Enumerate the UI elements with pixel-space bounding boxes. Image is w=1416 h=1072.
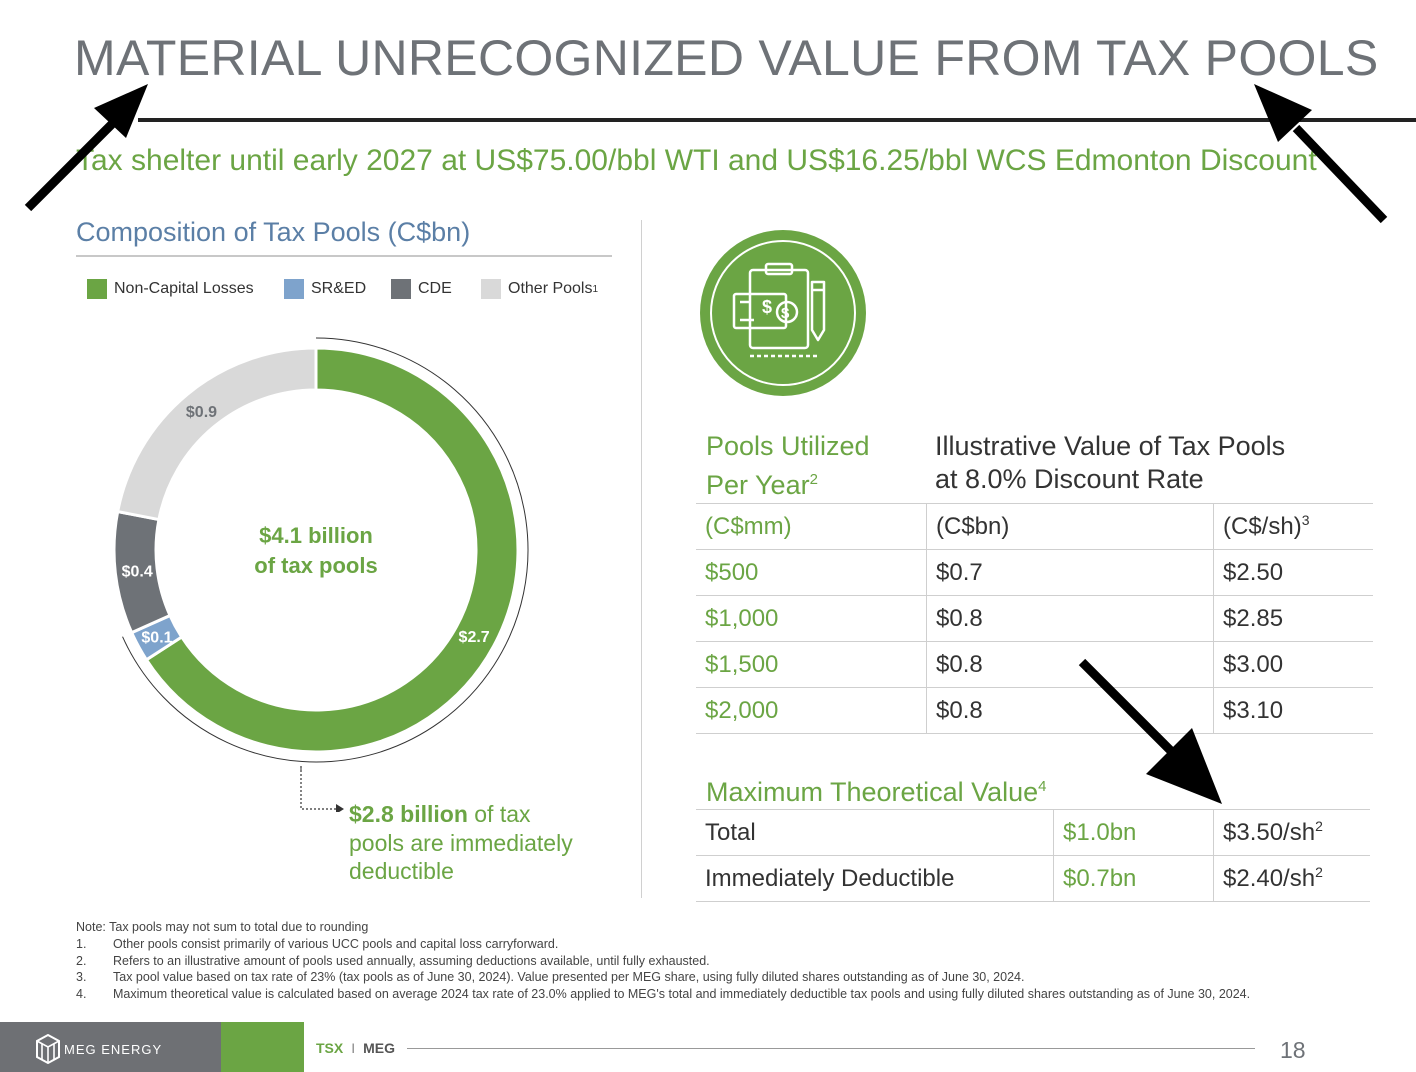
illustrative-value-header: Illustrative Value of Tax Pools at 8.0% … [935, 431, 1286, 494]
table-cell: $2.40/sh2 [1213, 855, 1370, 902]
composition-title: Composition of Tax Pools (C$bn) [76, 217, 471, 247]
table-cell: Immediately Deductible [696, 855, 1054, 902]
table-row: Total $1.0bn $3.50/sh2 [696, 809, 1370, 856]
legend-item-other-pools: Other Pools 1 [481, 278, 598, 300]
slice-other-pools [115, 346, 318, 522]
callout-line3: deductible [349, 858, 454, 884]
legend-label: CDE [418, 280, 452, 297]
legend-swatch [284, 279, 304, 299]
table-cell: $0.8 [926, 595, 1214, 642]
legend-label: SR&ED [311, 280, 367, 297]
tax-pool-value-table: (C$mm) (C$bn) (C$/sh)3 $500 $0.7 $2.50 $… [696, 503, 1373, 734]
table-cell: Total [696, 809, 1054, 856]
page-title: MATERIAL UNRECOGNIZED VALUE FROM TAX POO… [74, 30, 1379, 86]
table-cell: $0.7 [926, 549, 1214, 596]
svg-text:$: $ [781, 305, 790, 322]
callout-bold: $2.8 billion [349, 801, 468, 827]
page-number: 18 [1280, 1037, 1306, 1063]
svg-text:$: $ [762, 297, 772, 317]
max-theoretical-value-title: Maximum Theoretical Value4 [706, 777, 1047, 807]
table-row: $1,500 $0.8 $3.00 [696, 641, 1373, 688]
tax-pools-donut-chart: $4.1 billion of tax pools $2.7 $0.1 $0.4 $0… [112, 337, 529, 770]
legend-swatch [481, 279, 501, 299]
legend-item-sred: SR&ED [284, 278, 366, 300]
footer-divider [407, 1048, 1255, 1049]
ticker-label: TSX I MEG [316, 1040, 396, 1056]
footnote-item: 2. Refers to an illustrative amount of po… [76, 953, 710, 968]
meg-logo-icon [36, 1034, 60, 1064]
table-cell: $2.50 [1213, 549, 1373, 596]
company-name: MEG ENERGY [64, 1041, 163, 1057]
donut-center-line1: $4.1 billion [259, 523, 373, 548]
table-cell: $1,500 [696, 641, 927, 688]
slice-value-label: $2.7 [459, 629, 490, 646]
slice-non-capital-losses [144, 346, 520, 754]
table-cell: $0.8 [926, 687, 1214, 734]
donut-center-line2: of tax pools [254, 553, 377, 578]
footnote-item: 3. Tax pool value based on tax rate of 23… [76, 970, 1025, 985]
table-cell: (C$/sh)3 [1213, 503, 1373, 550]
slice-value-label: $0.9 [186, 404, 217, 421]
table-cell: $2.85 [1213, 595, 1373, 642]
table-cell: $3.00 [1213, 641, 1373, 688]
immediately-deductible-callout: $2.8 billion of tax pools are immediatel… [349, 800, 573, 886]
footnotes: Note: Tax pools may not sum to total due… [76, 919, 1366, 1003]
table-row: $2,000 $0.8 $3.10 [696, 687, 1373, 734]
immediately-deductible-arc [122, 337, 529, 763]
legend-label: Non-Capital Losses [114, 280, 254, 297]
table-cell: $1,000 [696, 595, 927, 642]
table-cell: (C$bn) [926, 503, 1214, 550]
annotation-arrow-bottom-right [1078, 658, 1222, 804]
callout-arrow [300, 766, 344, 812]
legend-swatch [87, 279, 107, 299]
footnote-intro: Note: Tax pools may not sum to total due… [76, 920, 369, 934]
footer-accent-bar [221, 1022, 304, 1072]
legend-swatch [391, 279, 411, 299]
callout-rest: of tax [467, 801, 531, 827]
title-divider [138, 118, 1416, 122]
composition-divider [76, 255, 612, 257]
legend-item-cde: CDE [391, 278, 452, 300]
annotation-arrow-top-left [24, 84, 148, 212]
annotation-arrow-top-right [1254, 84, 1388, 224]
pools-utilized-header: Pools Utilized Per Year2 [706, 431, 870, 500]
table-cell: $0.8 [926, 641, 1214, 688]
slice-value-label: $0.1 [141, 629, 172, 646]
table-cell: $1.0bn [1053, 809, 1214, 856]
table-cell: $3.10 [1213, 687, 1373, 734]
column-divider [641, 220, 642, 898]
table-row: $500 $0.7 $2.50 [696, 549, 1373, 596]
table-row: Immediately Deductible $0.7bn $2.40/sh2 [696, 855, 1370, 902]
legend-item-non-capital-losses: Non-Capital Losses [87, 278, 254, 300]
table-cell: $2,000 [696, 687, 927, 734]
table-cell: $3.50/sh2 [1213, 809, 1370, 856]
table-units-row: (C$mm) (C$bn) (C$/sh)3 [696, 503, 1373, 550]
meg-energy-logo: MEG ENERGY [36, 1034, 162, 1064]
slice-value-label: $0.4 [122, 564, 153, 581]
footnote-item: 4. Maximum theoretical value is calculate… [76, 987, 1251, 1002]
table-cell: $0.7bn [1053, 855, 1214, 902]
max-theoretical-value-table: Total $1.0bn $3.50/sh2 Immediately Deduc… [696, 809, 1370, 902]
footnote-item: 1. Other pools consist primarily of vario… [76, 936, 559, 951]
tax-document-icon: $ $ [700, 230, 866, 396]
legend-footnote: 1 [592, 283, 599, 295]
table-row: $1,000 $0.8 $2.85 [696, 595, 1373, 642]
table-cell: (C$mm) [696, 503, 927, 550]
page-subtitle: Tax shelter until early 2027 at US$75.00… [76, 144, 1317, 177]
table-cell: $500 [696, 549, 927, 596]
legend-label: Other Pools [508, 280, 593, 297]
callout-line2: pools are immediately [349, 829, 573, 856]
